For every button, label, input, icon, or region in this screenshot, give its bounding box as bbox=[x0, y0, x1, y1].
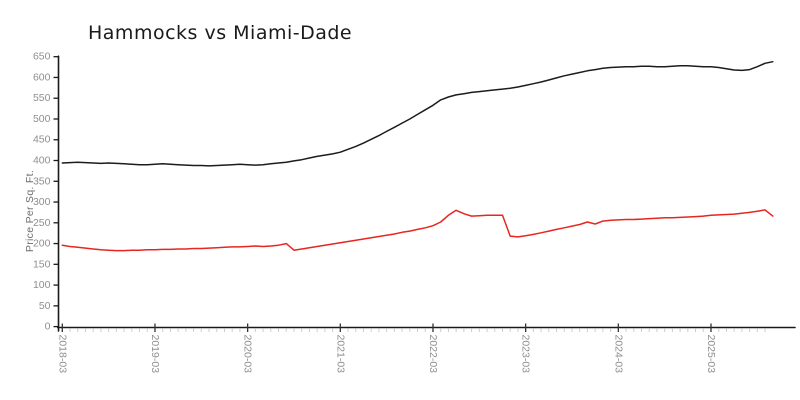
y-tick-label: 200 bbox=[33, 238, 51, 250]
series-line-red bbox=[61, 209, 774, 252]
series-line-black bbox=[61, 60, 774, 167]
x-tick-label: 2021-03 bbox=[334, 335, 346, 374]
y-tick-label: 100 bbox=[33, 279, 51, 291]
x-tick-label: 2019-03 bbox=[149, 335, 161, 374]
x-tick-label: 2024-03 bbox=[612, 335, 624, 374]
x-tick-label: 2025-03 bbox=[705, 335, 717, 374]
y-tick-label: 450 bbox=[33, 134, 51, 146]
chart-title: Hammocks vs Miami-Dade bbox=[88, 22, 353, 44]
y-tick-label: 0 bbox=[45, 321, 51, 333]
y-tick-label: 50 bbox=[39, 300, 51, 312]
y-tick-label: 650 bbox=[33, 51, 51, 63]
x-tick-label: 2020-03 bbox=[242, 335, 254, 374]
y-tick-label: 550 bbox=[33, 92, 51, 104]
y-tick-label: 250 bbox=[33, 217, 51, 229]
y-tick-label: 400 bbox=[33, 155, 51, 167]
y-tick-label: 600 bbox=[33, 71, 51, 83]
x-tick-label: 2018-03 bbox=[56, 335, 68, 374]
y-tick-label: 500 bbox=[33, 113, 51, 125]
x-tick-label: 2023-03 bbox=[520, 335, 532, 374]
y-tick-label: 300 bbox=[33, 196, 51, 208]
y-tick-label: 150 bbox=[33, 258, 51, 270]
y-axis-label: Price Per Sq. Ft. bbox=[24, 169, 36, 253]
y-tick-label: 350 bbox=[33, 175, 51, 187]
x-tick-label: 2022-03 bbox=[427, 335, 439, 374]
